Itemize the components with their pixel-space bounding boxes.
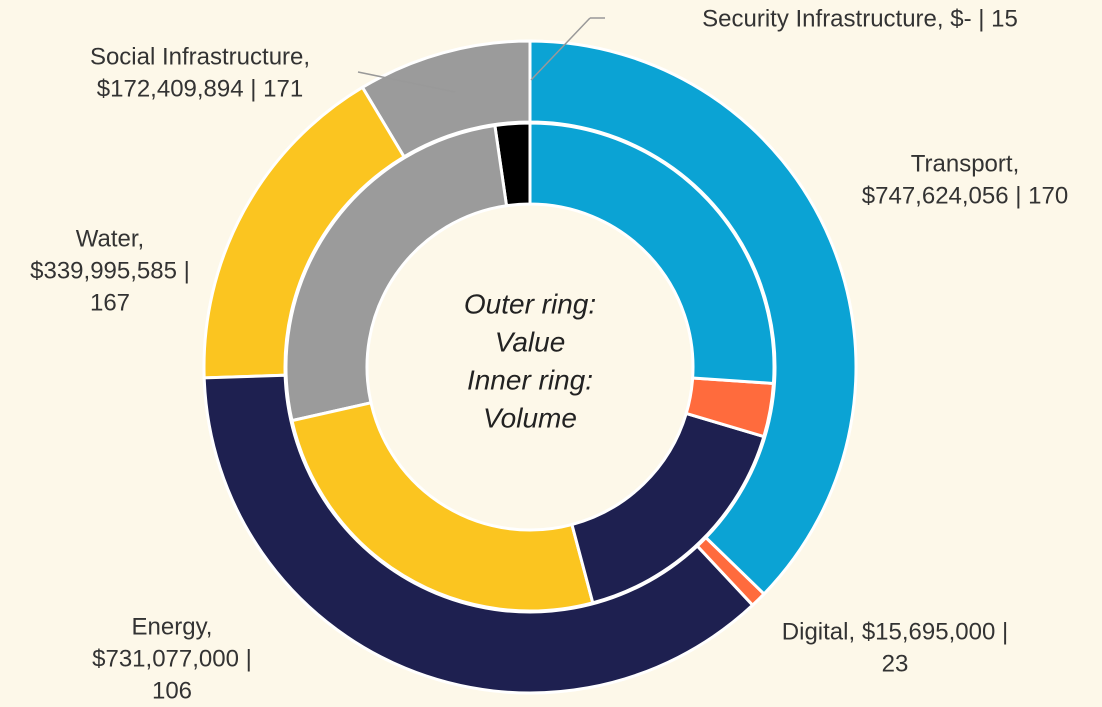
data-label: $172,409,894 | 171: [97, 75, 303, 102]
donut-segment: [528, 39, 858, 597]
data-label: 23: [882, 650, 909, 677]
center-text: Outer ring:: [464, 288, 596, 319]
data-label: $731,077,000 |: [92, 645, 252, 672]
data-label: Social Infrastructure,: [90, 43, 310, 70]
data-label: Security Infrastructure, $- | 15: [702, 5, 1018, 32]
donut-segment: [202, 85, 407, 380]
data-label: Digital, $15,695,000 |: [782, 618, 1008, 645]
donut-segment: [202, 373, 755, 695]
data-label: Water,: [76, 225, 144, 252]
center-text: Volume: [483, 402, 577, 433]
data-label: $747,624,056 | 170: [862, 182, 1068, 209]
data-label: Transport,: [911, 150, 1019, 177]
center-text: Inner ring:: [467, 364, 593, 395]
center-text: Value: [495, 326, 566, 357]
data-label: $339,995,585 |: [30, 257, 190, 284]
leader-line: [357, 71, 456, 93]
data-label: 106: [152, 677, 192, 704]
data-label: Energy,: [132, 613, 213, 640]
data-label: 167: [90, 289, 130, 316]
leader-line: [530, 17, 591, 81]
